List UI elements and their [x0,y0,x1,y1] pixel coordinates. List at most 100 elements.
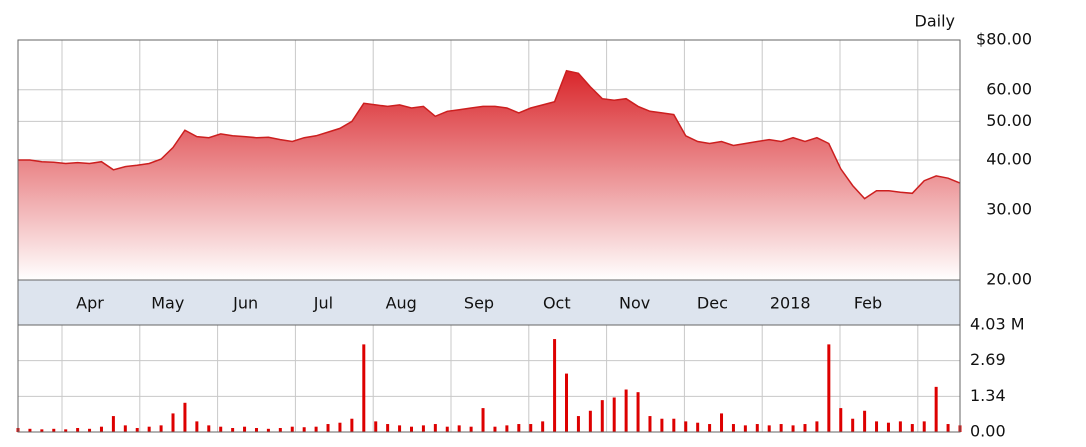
volume-tick-label: 1.34 [970,386,1006,405]
volume-bar [696,422,700,432]
volume-bar [171,413,175,432]
volume-bar [314,426,318,432]
volume-bar [290,426,294,432]
volume-bar [624,389,628,432]
volume-bar [886,422,890,432]
volume-bar [815,421,819,432]
volume-bar [731,424,735,432]
volume-bar [135,428,139,432]
price-tick-label: 20.00 [986,270,1032,289]
volume-bar [553,339,557,432]
volume-bar [207,425,211,432]
volume-bar [541,421,545,432]
volume-bar [803,424,807,432]
volume-bar [934,386,938,432]
volume-bar [922,421,926,432]
volume-bar [266,428,270,432]
volume-bar [684,421,688,432]
month-label: Aug [386,294,417,313]
volume-bar [76,428,80,432]
volume-bar [767,425,771,432]
price-tick-label: 50.00 [986,111,1032,130]
volume-bar [588,410,592,432]
volume-bar [493,426,497,432]
volume-bar [219,426,223,432]
volume-tick-label: 4.03 M [970,315,1025,334]
volume-bar [660,418,664,432]
volume-bar [421,425,425,432]
volume-bar [99,426,103,432]
volume-bar [827,344,831,432]
volume-bar [505,425,509,432]
volume-tick-label: 0.00 [970,422,1006,441]
volume-bar [565,373,569,432]
volume-bar [40,429,44,432]
volume-bar [231,428,235,432]
volume-bar [88,428,92,432]
volume-bar [600,400,604,432]
month-band [18,280,960,325]
month-label: Dec [697,294,728,313]
volume-bar [350,418,354,432]
volume-bar [469,426,473,432]
volume-bar [243,426,247,432]
volume-bar [457,425,461,432]
volume-bar [481,408,485,432]
volume-bar [195,421,199,432]
volume-bar [386,424,390,432]
volume-bar [636,392,640,432]
volume-bar [779,424,783,432]
month-label: Feb [854,294,882,313]
volume-bar [851,418,855,432]
volume-bar [708,424,712,432]
volume-bar [755,424,759,432]
month-label: May [151,294,184,313]
volume-bar [875,421,879,432]
volume-bar [529,424,533,432]
month-label: 2018 [770,294,811,313]
volume-bar [839,408,843,432]
volume-bar [362,344,366,432]
interval-label: Daily [915,12,955,31]
volume-bar [517,424,521,432]
month-label: Jul [313,294,333,313]
volume-bar [946,424,950,432]
month-label: Jun [232,294,258,313]
price-tick-label: $80.00 [976,30,1032,49]
month-label: Sep [464,294,494,313]
volume-bar [445,426,449,432]
volume-bar [302,427,306,432]
month-label: Oct [543,294,571,313]
volume-bar [910,424,914,432]
price-line [18,69,961,200]
volume-bar [791,425,795,432]
volume-bar [111,416,115,432]
volume-bar [183,402,187,432]
volume-bar [612,397,616,432]
volume-bar [720,413,724,432]
volume-bar [374,421,378,432]
volume-bar [433,424,437,432]
volume-bar [672,418,676,432]
price-tick-label: 40.00 [986,150,1032,169]
volume-bar [863,410,867,432]
volume-bar [28,428,32,432]
volume-bar [576,416,580,432]
volume-bar [398,425,402,432]
price-tick-label: 60.00 [986,79,1032,98]
volume-bar [123,425,127,432]
volume-panel [18,325,960,432]
frame [17,39,961,433]
volume-bar [147,426,151,432]
month-label: Apr [76,294,104,313]
volume-bar [743,425,747,432]
price-tick-label: 30.00 [986,199,1032,218]
price-area [18,70,960,280]
volume-bar [64,429,68,432]
volume-bar [648,416,652,432]
volume-bar [898,421,902,432]
month-label: Nov [619,294,650,313]
volume-bar [52,428,56,432]
volume-bar [159,425,163,432]
